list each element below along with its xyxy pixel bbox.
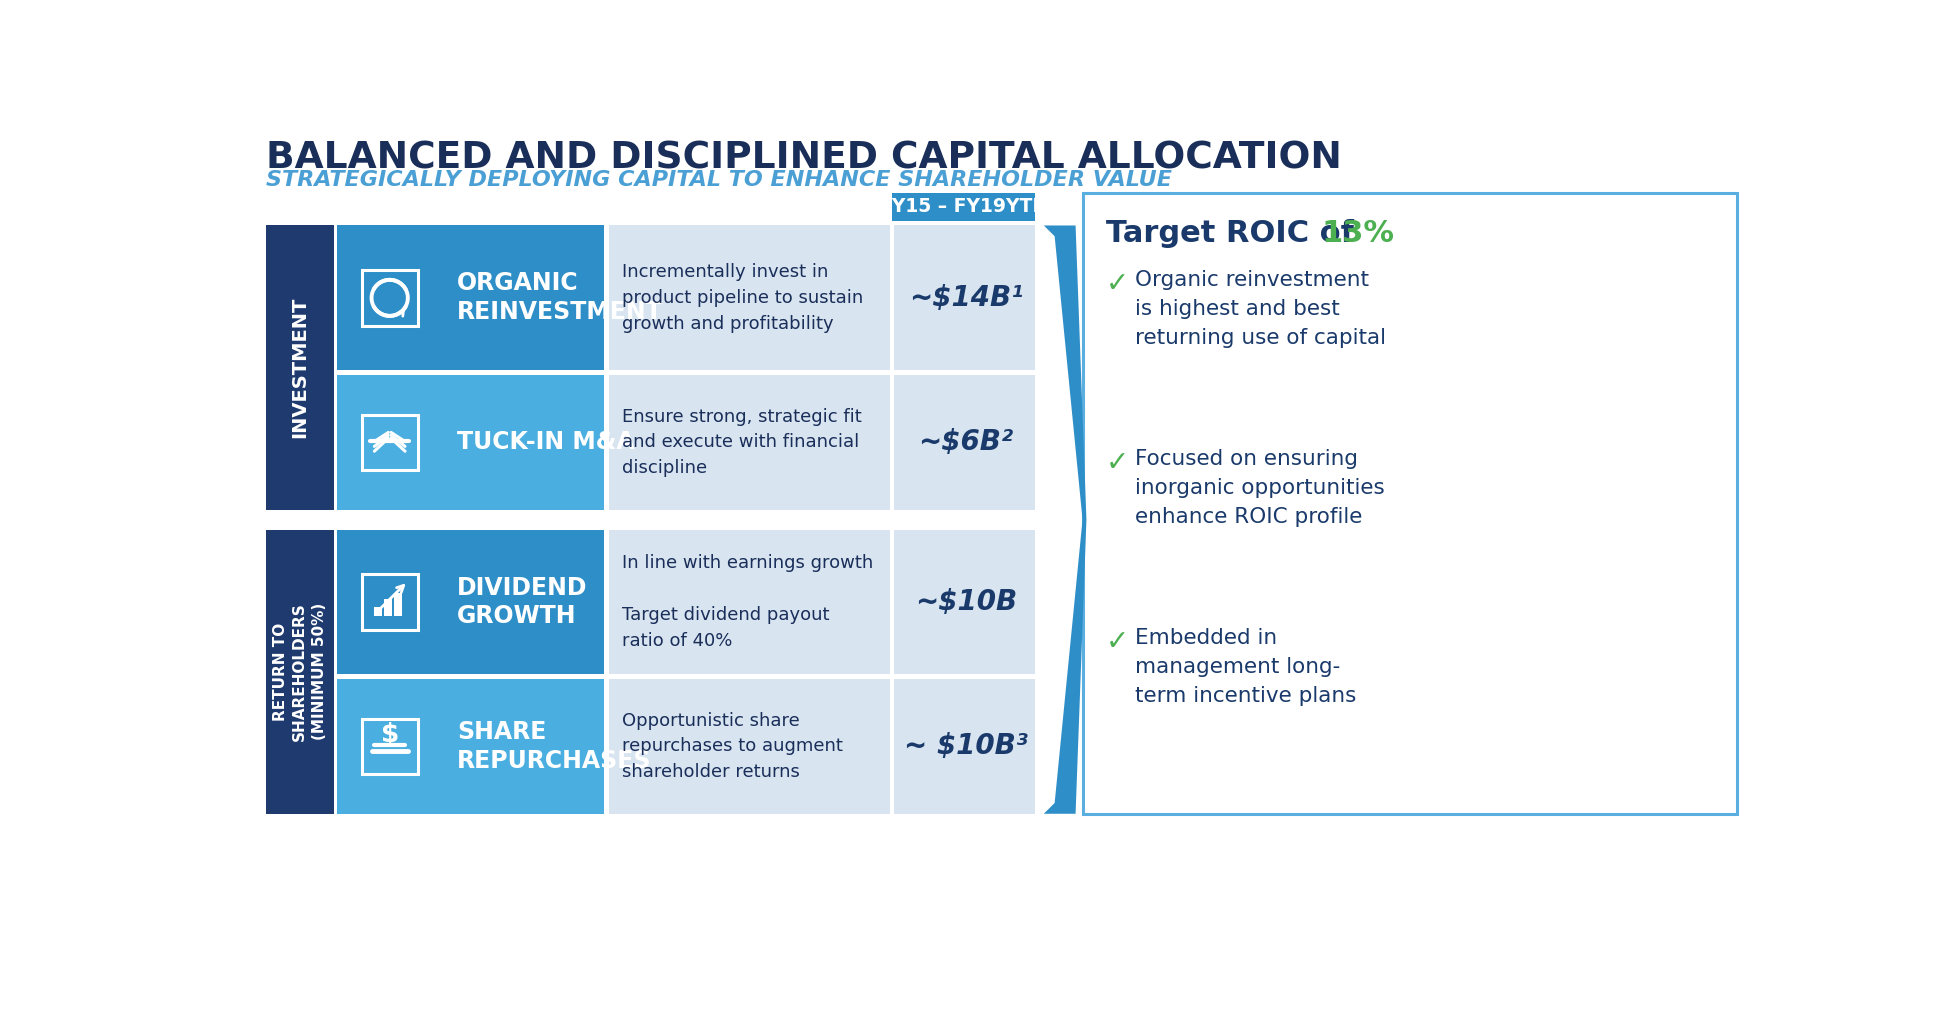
FancyBboxPatch shape [338,375,605,510]
Text: SHARE
REPURCHASES: SHARE REPURCHASES [457,720,652,773]
Text: ~ $10B³: ~ $10B³ [904,733,1029,761]
Text: Target ROIC of: Target ROIC of [1105,219,1364,248]
FancyBboxPatch shape [609,375,890,510]
FancyBboxPatch shape [892,193,1035,221]
Text: Ensure strong, strategic fit
and execute with financial
discipline: Ensure strong, strategic fit and execute… [623,408,863,477]
Text: ~$10B: ~$10B [915,588,1017,616]
FancyBboxPatch shape [894,225,1035,370]
Text: BALANCED AND DISCIPLINED CAPITAL ALLOCATION: BALANCED AND DISCIPLINED CAPITAL ALLOCAT… [265,140,1341,176]
Text: TUCK-IN M&A: TUCK-IN M&A [457,430,634,454]
Text: ORGANIC
REINVESTMENT: ORGANIC REINVESTMENT [457,271,664,324]
Text: INVESTMENT: INVESTMENT [291,297,308,439]
Text: FY15 – FY19YTD: FY15 – FY19YTD [878,197,1048,217]
Text: Opportunistic share
repurchases to augment
shareholder returns: Opportunistic share repurchases to augme… [623,712,843,781]
FancyBboxPatch shape [265,225,334,510]
FancyBboxPatch shape [265,529,334,814]
FancyBboxPatch shape [385,600,392,616]
Text: ~$14B¹: ~$14B¹ [910,284,1023,312]
FancyBboxPatch shape [394,593,402,616]
FancyBboxPatch shape [375,607,383,616]
Text: Focused on ensuring
inorganic opportunities
enhance ROIC profile: Focused on ensuring inorganic opportunit… [1136,449,1386,527]
FancyBboxPatch shape [338,225,605,370]
Text: ✓: ✓ [1105,270,1128,298]
Text: ✓: ✓ [1105,449,1128,477]
Polygon shape [1044,225,1087,814]
Text: DIVIDEND
GROWTH: DIVIDEND GROWTH [457,576,588,628]
FancyBboxPatch shape [1083,193,1737,814]
FancyBboxPatch shape [894,679,1035,814]
Text: ✓: ✓ [1105,628,1128,656]
Text: Organic reinvestment
is highest and best
returning use of capital: Organic reinvestment is highest and best… [1136,270,1386,348]
Text: Embedded in
management long-
term incentive plans: Embedded in management long- term incent… [1136,628,1357,706]
Text: STRATEGICALLY DEPLOYING CAPITAL TO ENHANCE SHAREHOLDER VALUE: STRATEGICALLY DEPLOYING CAPITAL TO ENHAN… [265,170,1171,190]
Text: In line with earnings growth

Target dividend payout
ratio of 40%: In line with earnings growth Target divi… [623,554,873,649]
Text: Incrementally invest in
product pipeline to sustain
growth and profitability: Incrementally invest in product pipeline… [623,263,863,332]
Text: 13%: 13% [1322,219,1394,248]
FancyBboxPatch shape [894,529,1035,674]
Text: ~$6B²: ~$6B² [917,428,1013,456]
FancyBboxPatch shape [609,225,890,370]
FancyBboxPatch shape [338,679,605,814]
Text: RETURN TO
SHAREHOLDERS
(MINIMUM 50%): RETURN TO SHAREHOLDERS (MINIMUM 50%) [273,603,326,741]
FancyBboxPatch shape [338,529,605,674]
Text: $: $ [381,722,398,748]
FancyBboxPatch shape [609,679,890,814]
FancyBboxPatch shape [894,375,1035,510]
FancyBboxPatch shape [609,529,890,674]
